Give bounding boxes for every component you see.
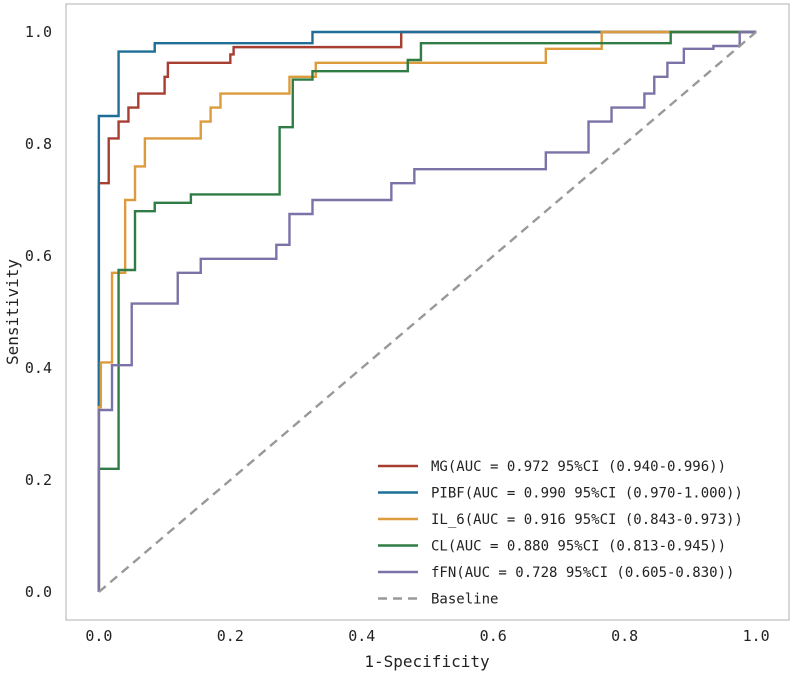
x-tick-label: 0.8 bbox=[611, 627, 638, 645]
legend-label: PIBF(AUC = 0.990 95%CI (0.970-1.000)) bbox=[431, 486, 743, 502]
series-line-il-6 bbox=[97, 30, 757, 592]
series-line-mg bbox=[97, 30, 757, 592]
x-tick-label: 0.0 bbox=[85, 627, 112, 645]
x-tick-label: 0.4 bbox=[348, 627, 375, 645]
y-axis-label: Sensitivity bbox=[3, 259, 22, 365]
x-axis-label: 1-Specificity bbox=[364, 652, 490, 671]
x-tick-label: 1.0 bbox=[743, 627, 770, 645]
series-line-pibf bbox=[97, 30, 757, 592]
y-ticks: 0.0 0.2 0.4 0.6 0.8 1.0 bbox=[25, 23, 52, 601]
series-layer bbox=[97, 30, 757, 593]
series-line-ffn bbox=[97, 30, 757, 592]
legend-label: MG(AUC = 0.972 95%CI (0.940-0.996)) bbox=[431, 459, 726, 475]
legend-label: Baseline bbox=[431, 592, 498, 608]
legend-label: CL(AUC = 0.880 95%CI (0.813-0.945)) bbox=[431, 539, 726, 555]
legend-label: fFN(AUC = 0.728 95%CI (0.605-0.830)) bbox=[431, 565, 734, 581]
y-tick-label: 0.8 bbox=[25, 135, 52, 153]
y-tick-label: 0.6 bbox=[25, 247, 52, 265]
series-line-cl bbox=[97, 30, 757, 592]
plot-area-frame bbox=[65, 3, 790, 621]
y-tick-label: 0.4 bbox=[25, 359, 52, 377]
series-line-baseline bbox=[98, 31, 757, 593]
legend-label: IL_6(AUC = 0.916 95%CI (0.843-0.973)) bbox=[431, 512, 743, 528]
legend: MG(AUC = 0.972 95%CI (0.940-0.996)) PIBF(… bbox=[378, 459, 743, 608]
y-tick-label: 1.0 bbox=[25, 23, 52, 41]
y-tick-label: 0.0 bbox=[25, 583, 52, 601]
x-tick-label: 0.2 bbox=[217, 627, 244, 645]
y-tick-label: 0.2 bbox=[25, 471, 52, 489]
x-tick-label: 0.6 bbox=[480, 627, 507, 645]
x-ticks: 0.0 0.2 0.4 0.6 0.8 1.0 bbox=[85, 627, 769, 645]
